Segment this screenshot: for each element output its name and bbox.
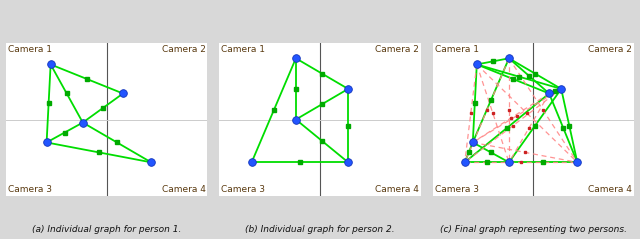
Text: Camera 2: Camera 2 bbox=[374, 44, 419, 54]
Text: Camera 2: Camera 2 bbox=[588, 44, 632, 54]
Text: Camera 4: Camera 4 bbox=[588, 185, 632, 195]
Text: Camera 1: Camera 1 bbox=[8, 44, 52, 54]
Text: Camera 4: Camera 4 bbox=[161, 185, 205, 195]
Text: Camera 1: Camera 1 bbox=[221, 44, 266, 54]
Text: Camera 4: Camera 4 bbox=[374, 185, 419, 195]
Text: Camera 3: Camera 3 bbox=[8, 185, 52, 195]
Text: (b) Individual graph for person 2.: (b) Individual graph for person 2. bbox=[245, 225, 395, 234]
Text: (a) Individual graph for person 1.: (a) Individual graph for person 1. bbox=[32, 225, 182, 234]
Text: Camera 3: Camera 3 bbox=[221, 185, 266, 195]
Text: Camera 3: Camera 3 bbox=[435, 185, 479, 195]
Text: Camera 2: Camera 2 bbox=[161, 44, 205, 54]
Text: (c) Final graph representing two persons.: (c) Final graph representing two persons… bbox=[440, 225, 627, 234]
Text: Camera 1: Camera 1 bbox=[435, 44, 479, 54]
